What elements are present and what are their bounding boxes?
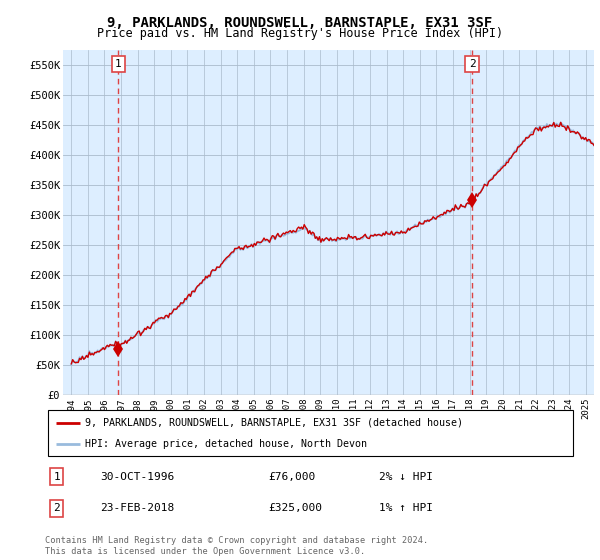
Text: 1: 1	[53, 472, 60, 482]
Text: 9, PARKLANDS, ROUNDSWELL, BARNSTAPLE, EX31 3SF: 9, PARKLANDS, ROUNDSWELL, BARNSTAPLE, EX…	[107, 16, 493, 30]
Text: 2: 2	[53, 503, 60, 513]
Text: 30-OCT-1996: 30-OCT-1996	[101, 472, 175, 482]
Text: 2% ↓ HPI: 2% ↓ HPI	[379, 472, 433, 482]
Text: £76,000: £76,000	[269, 472, 316, 482]
Bar	[63, 395, 594, 424]
Text: £325,000: £325,000	[269, 503, 323, 513]
FancyBboxPatch shape	[48, 410, 573, 456]
Text: Price paid vs. HM Land Registry's House Price Index (HPI): Price paid vs. HM Land Registry's House …	[97, 27, 503, 40]
Text: 23-FEB-2018: 23-FEB-2018	[101, 503, 175, 513]
Text: 2: 2	[469, 59, 475, 69]
Text: 1% ↑ HPI: 1% ↑ HPI	[379, 503, 433, 513]
Text: 9, PARKLANDS, ROUNDSWELL, BARNSTAPLE, EX31 3SF (detached house): 9, PARKLANDS, ROUNDSWELL, BARNSTAPLE, EX…	[85, 418, 463, 428]
Text: 1: 1	[115, 59, 122, 69]
Text: HPI: Average price, detached house, North Devon: HPI: Average price, detached house, Nort…	[85, 439, 367, 449]
Text: Contains HM Land Registry data © Crown copyright and database right 2024.
This d: Contains HM Land Registry data © Crown c…	[45, 536, 428, 556]
